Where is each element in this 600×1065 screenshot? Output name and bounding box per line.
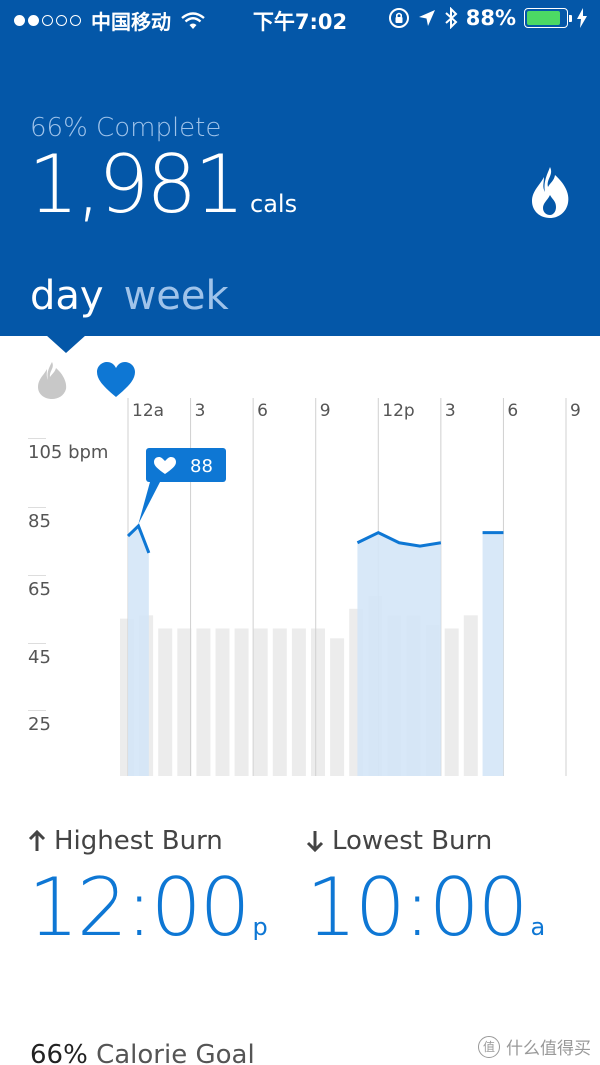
lowest-burn-title-row: Lowest Burn xyxy=(306,826,545,856)
y-tick-label: 85 xyxy=(28,511,51,532)
highest-burn-title-row: Highest Burn xyxy=(28,826,268,856)
heart-rate-chart: 12a 3 6 9 12p 3 6 9 88 105 bpm 85 65 45 25 xyxy=(0,396,600,780)
x-tick-label: 3 xyxy=(195,401,206,421)
calorie-bar xyxy=(444,628,459,776)
location-arrow-icon xyxy=(418,10,435,26)
tab-day[interactable]: day xyxy=(30,273,104,319)
lowest-burn-ampm: a xyxy=(530,913,546,941)
signal-dot xyxy=(42,15,53,26)
calories-value: 1,981 xyxy=(28,138,245,231)
y-tick-line xyxy=(28,710,46,711)
x-tick-label: 12a xyxy=(132,401,164,421)
signal-dot xyxy=(28,15,39,26)
highest-burn-title: Highest Burn xyxy=(54,826,223,856)
x-tick-label: 6 xyxy=(257,401,268,421)
goal-complete-text: 66% Complete xyxy=(30,113,222,143)
signal-dot xyxy=(14,15,25,26)
heart-rate-line xyxy=(356,530,442,548)
tooltip-value: 88 xyxy=(190,456,213,477)
tooltip-pointer xyxy=(138,482,160,524)
charging-bolt-icon xyxy=(577,8,587,28)
calorie-bar xyxy=(330,638,345,776)
signal-dot xyxy=(70,15,81,26)
heart-rate-area xyxy=(482,532,504,776)
x-tick-label: 3 xyxy=(445,401,456,421)
flame-icon xyxy=(532,167,569,218)
tooltip-heart-icon xyxy=(154,457,176,474)
y-tick-label: 25 xyxy=(28,714,51,735)
wifi-icon xyxy=(181,11,205,29)
y-tick-line xyxy=(28,507,46,508)
highest-burn-time: 12:00 xyxy=(28,861,251,954)
y-tick-line xyxy=(28,643,46,644)
carrier-name: 中国移动 xyxy=(91,10,171,34)
lowest-burn-time: 10:00 xyxy=(306,861,529,954)
watermark: 值 什么值得买 xyxy=(478,1034,591,1059)
y-tick-label: 65 xyxy=(28,579,51,600)
tab-week[interactable]: week xyxy=(123,273,229,319)
chart-canvas: 12a 3 6 9 12p 3 6 9 88 xyxy=(120,398,581,776)
y-tick-label: 45 xyxy=(28,647,51,668)
battery-percent: 88% xyxy=(465,6,516,30)
calorie-bar xyxy=(272,628,287,776)
signal-dots-icon xyxy=(14,15,81,26)
status-time: 下午7:02 xyxy=(252,10,348,34)
x-tick-label: 9 xyxy=(320,401,331,421)
rotation-lock-icon xyxy=(388,8,409,28)
status-bar: 中国移动 下午7:02 88% xyxy=(0,0,600,40)
watermark-text: 什么值得买 xyxy=(506,1039,591,1059)
calorie-bar xyxy=(196,628,211,776)
calorie-bar xyxy=(177,628,192,776)
calorie-bar xyxy=(291,628,306,776)
calorie-bar xyxy=(311,628,325,776)
calorie-goal-percent: 66% xyxy=(30,1040,88,1065)
heart-rate-area xyxy=(357,532,441,776)
calories-unit: cals xyxy=(250,190,298,218)
signal-dot xyxy=(56,15,67,26)
highest-burn-stat: Highest Burn 12:00 p xyxy=(28,826,268,948)
active-tab-pointer xyxy=(46,335,86,353)
bluetooth-icon xyxy=(445,7,458,29)
heart-rate-line xyxy=(126,523,151,554)
heart-rate-toggle-heart-icon[interactable] xyxy=(96,360,136,400)
y-tick-line xyxy=(28,575,46,576)
battery-icon xyxy=(524,8,572,28)
calorie-bar xyxy=(463,615,478,776)
lowest-burn-title: Lowest Burn xyxy=(332,826,493,856)
highest-burn-value: 12:00 p xyxy=(28,868,268,948)
calorie-goal-row[interactable]: 66% Calorie Goal xyxy=(30,1040,255,1065)
x-tick-label: 12p xyxy=(382,401,414,421)
arrow-down-icon xyxy=(306,831,324,853)
calories-toggle-flame-icon[interactable] xyxy=(32,360,72,400)
period-tabs: day week xyxy=(30,276,229,316)
x-tick-label: 9 xyxy=(570,401,581,421)
calorie-bar xyxy=(215,628,230,776)
calorie-bar xyxy=(234,628,249,776)
heart-rate-area xyxy=(128,525,149,776)
battery-level xyxy=(527,11,561,25)
header-panel: 中国移动 下午7:02 88% xyxy=(0,0,600,336)
x-tick-label: 6 xyxy=(507,401,518,421)
status-left: 中国移动 xyxy=(14,6,205,35)
status-right: 88% xyxy=(388,6,588,30)
y-tick-label: 105 bpm xyxy=(28,442,109,463)
lowest-burn-value: 10:00 a xyxy=(306,868,545,948)
calorie-bar xyxy=(158,628,173,776)
calorie-goal-label: Calorie Goal xyxy=(96,1040,255,1065)
lowest-burn-stat: Lowest Burn 10:00 a xyxy=(306,826,545,948)
calories-summary: 1,981 cals xyxy=(28,145,297,225)
arrow-up-icon xyxy=(28,829,46,851)
highest-burn-ampm: p xyxy=(252,913,268,941)
tooltip-bubble xyxy=(146,448,226,482)
y-tick-line xyxy=(28,438,46,439)
watermark-badge-icon: 值 xyxy=(478,1035,500,1058)
calorie-bar xyxy=(253,628,268,776)
